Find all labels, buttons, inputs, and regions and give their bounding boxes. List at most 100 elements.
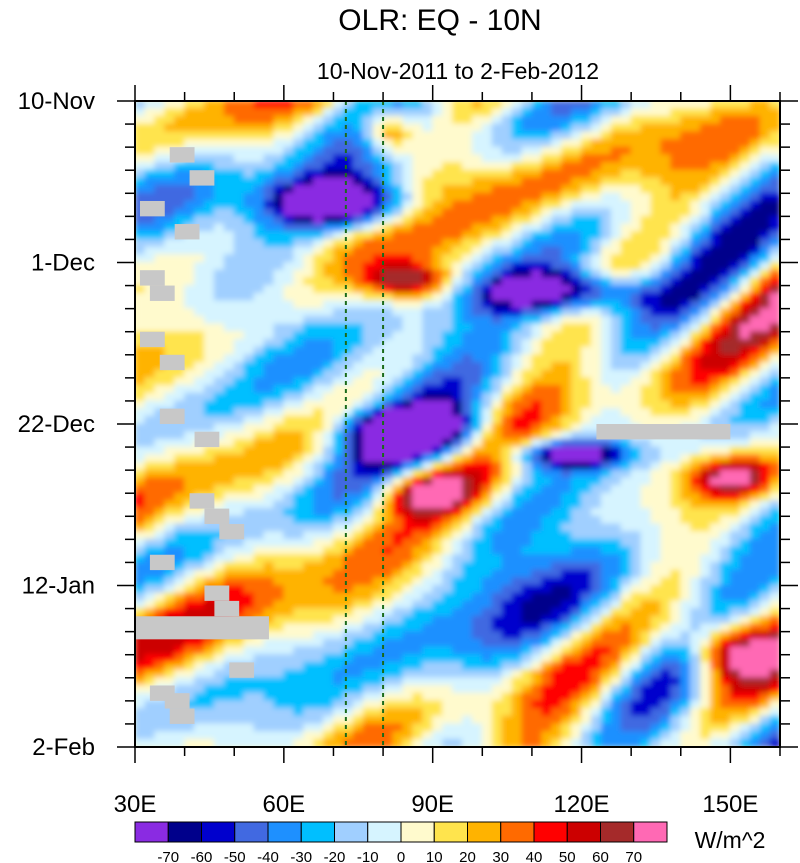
field-cell <box>144 538 156 548</box>
field-cell <box>303 400 315 410</box>
field-cell <box>233 185 245 194</box>
field-cell <box>660 538 672 548</box>
field-cell <box>571 638 583 648</box>
field-cell <box>164 162 176 171</box>
field-cell <box>422 315 434 325</box>
field-cell <box>233 192 245 202</box>
field-cell <box>739 315 751 325</box>
field-cell <box>243 162 255 171</box>
field-cell <box>323 277 334 287</box>
field-cell <box>600 131 612 140</box>
field-cell <box>223 446 235 456</box>
field-cell <box>392 492 404 502</box>
field-cell <box>422 123 434 133</box>
field-cell <box>273 438 285 448</box>
field-cell <box>541 208 553 217</box>
field-cell <box>422 684 434 694</box>
field-cell <box>640 146 652 156</box>
field-cell <box>184 185 196 194</box>
field-cell <box>203 354 215 363</box>
field-cell <box>461 400 473 410</box>
field-cell <box>461 684 473 694</box>
field-cell <box>194 600 205 610</box>
field-cell <box>551 669 563 679</box>
field-cell <box>571 515 583 525</box>
field-cell <box>164 600 176 610</box>
field-cell <box>590 262 602 271</box>
field-cell <box>154 400 166 410</box>
field-cell <box>442 315 454 325</box>
field-cell <box>442 223 454 233</box>
field-cell <box>233 277 245 287</box>
field-cell <box>769 554 780 563</box>
field-cell <box>135 569 146 579</box>
field-cell <box>710 392 721 402</box>
field-cell <box>263 454 275 463</box>
field-cell <box>263 108 275 117</box>
field-cell <box>650 500 662 510</box>
field-cell <box>690 300 702 310</box>
field-cell <box>461 623 473 633</box>
field-cell <box>253 577 265 586</box>
field-cell <box>273 154 285 164</box>
field-cell <box>402 492 414 502</box>
field-cell <box>184 200 196 210</box>
field-cell <box>471 131 483 140</box>
field-cell <box>233 162 245 171</box>
field-cell <box>174 638 186 648</box>
field-cell <box>362 408 374 417</box>
field-cell <box>412 600 424 610</box>
field-cell <box>511 308 523 317</box>
field-cell <box>551 515 563 525</box>
field-cell <box>630 323 642 333</box>
field-cell <box>303 661 315 671</box>
field-cell <box>511 408 523 417</box>
field-cell <box>432 315 444 325</box>
field-cell <box>144 646 156 656</box>
field-cell <box>422 323 434 333</box>
field-cell <box>541 223 553 233</box>
field-cell <box>581 338 592 348</box>
field-cell <box>372 101 384 110</box>
field-cell <box>541 461 553 471</box>
field-cell <box>650 608 662 617</box>
field-cell <box>332 446 344 456</box>
field-cell <box>561 646 573 656</box>
field-cell <box>392 415 404 425</box>
field-cell <box>511 515 523 525</box>
field-cell <box>223 338 235 348</box>
field-cell <box>154 115 166 125</box>
field-cell <box>392 269 404 279</box>
field-cell <box>521 608 533 617</box>
field-cell <box>253 323 265 333</box>
field-cell <box>511 123 523 133</box>
field-cell <box>630 254 642 263</box>
field-cell <box>610 292 622 302</box>
field-cell <box>541 185 553 194</box>
field-cell <box>223 431 235 440</box>
field-cell <box>144 323 156 333</box>
field-cell <box>303 469 315 479</box>
field-cell <box>194 661 205 671</box>
field-cell <box>174 585 186 594</box>
field-cell <box>749 146 761 156</box>
field-cell <box>719 377 731 387</box>
field-cell <box>233 423 245 433</box>
field-cell <box>600 246 612 256</box>
field-cell <box>650 200 662 210</box>
field-cell <box>372 446 384 456</box>
field-cell <box>491 131 503 140</box>
field-cell <box>650 592 662 602</box>
field-cell <box>213 323 225 333</box>
field-cell <box>620 277 632 287</box>
field-cell <box>769 185 780 194</box>
field-cell <box>630 285 642 294</box>
field-cell <box>590 684 602 694</box>
field-cell <box>432 592 444 602</box>
field-cell <box>154 500 166 510</box>
field-cell <box>461 177 473 187</box>
field-cell <box>372 123 384 133</box>
field-cell <box>640 177 652 187</box>
field-cell <box>342 577 354 586</box>
field-cell <box>303 285 315 294</box>
